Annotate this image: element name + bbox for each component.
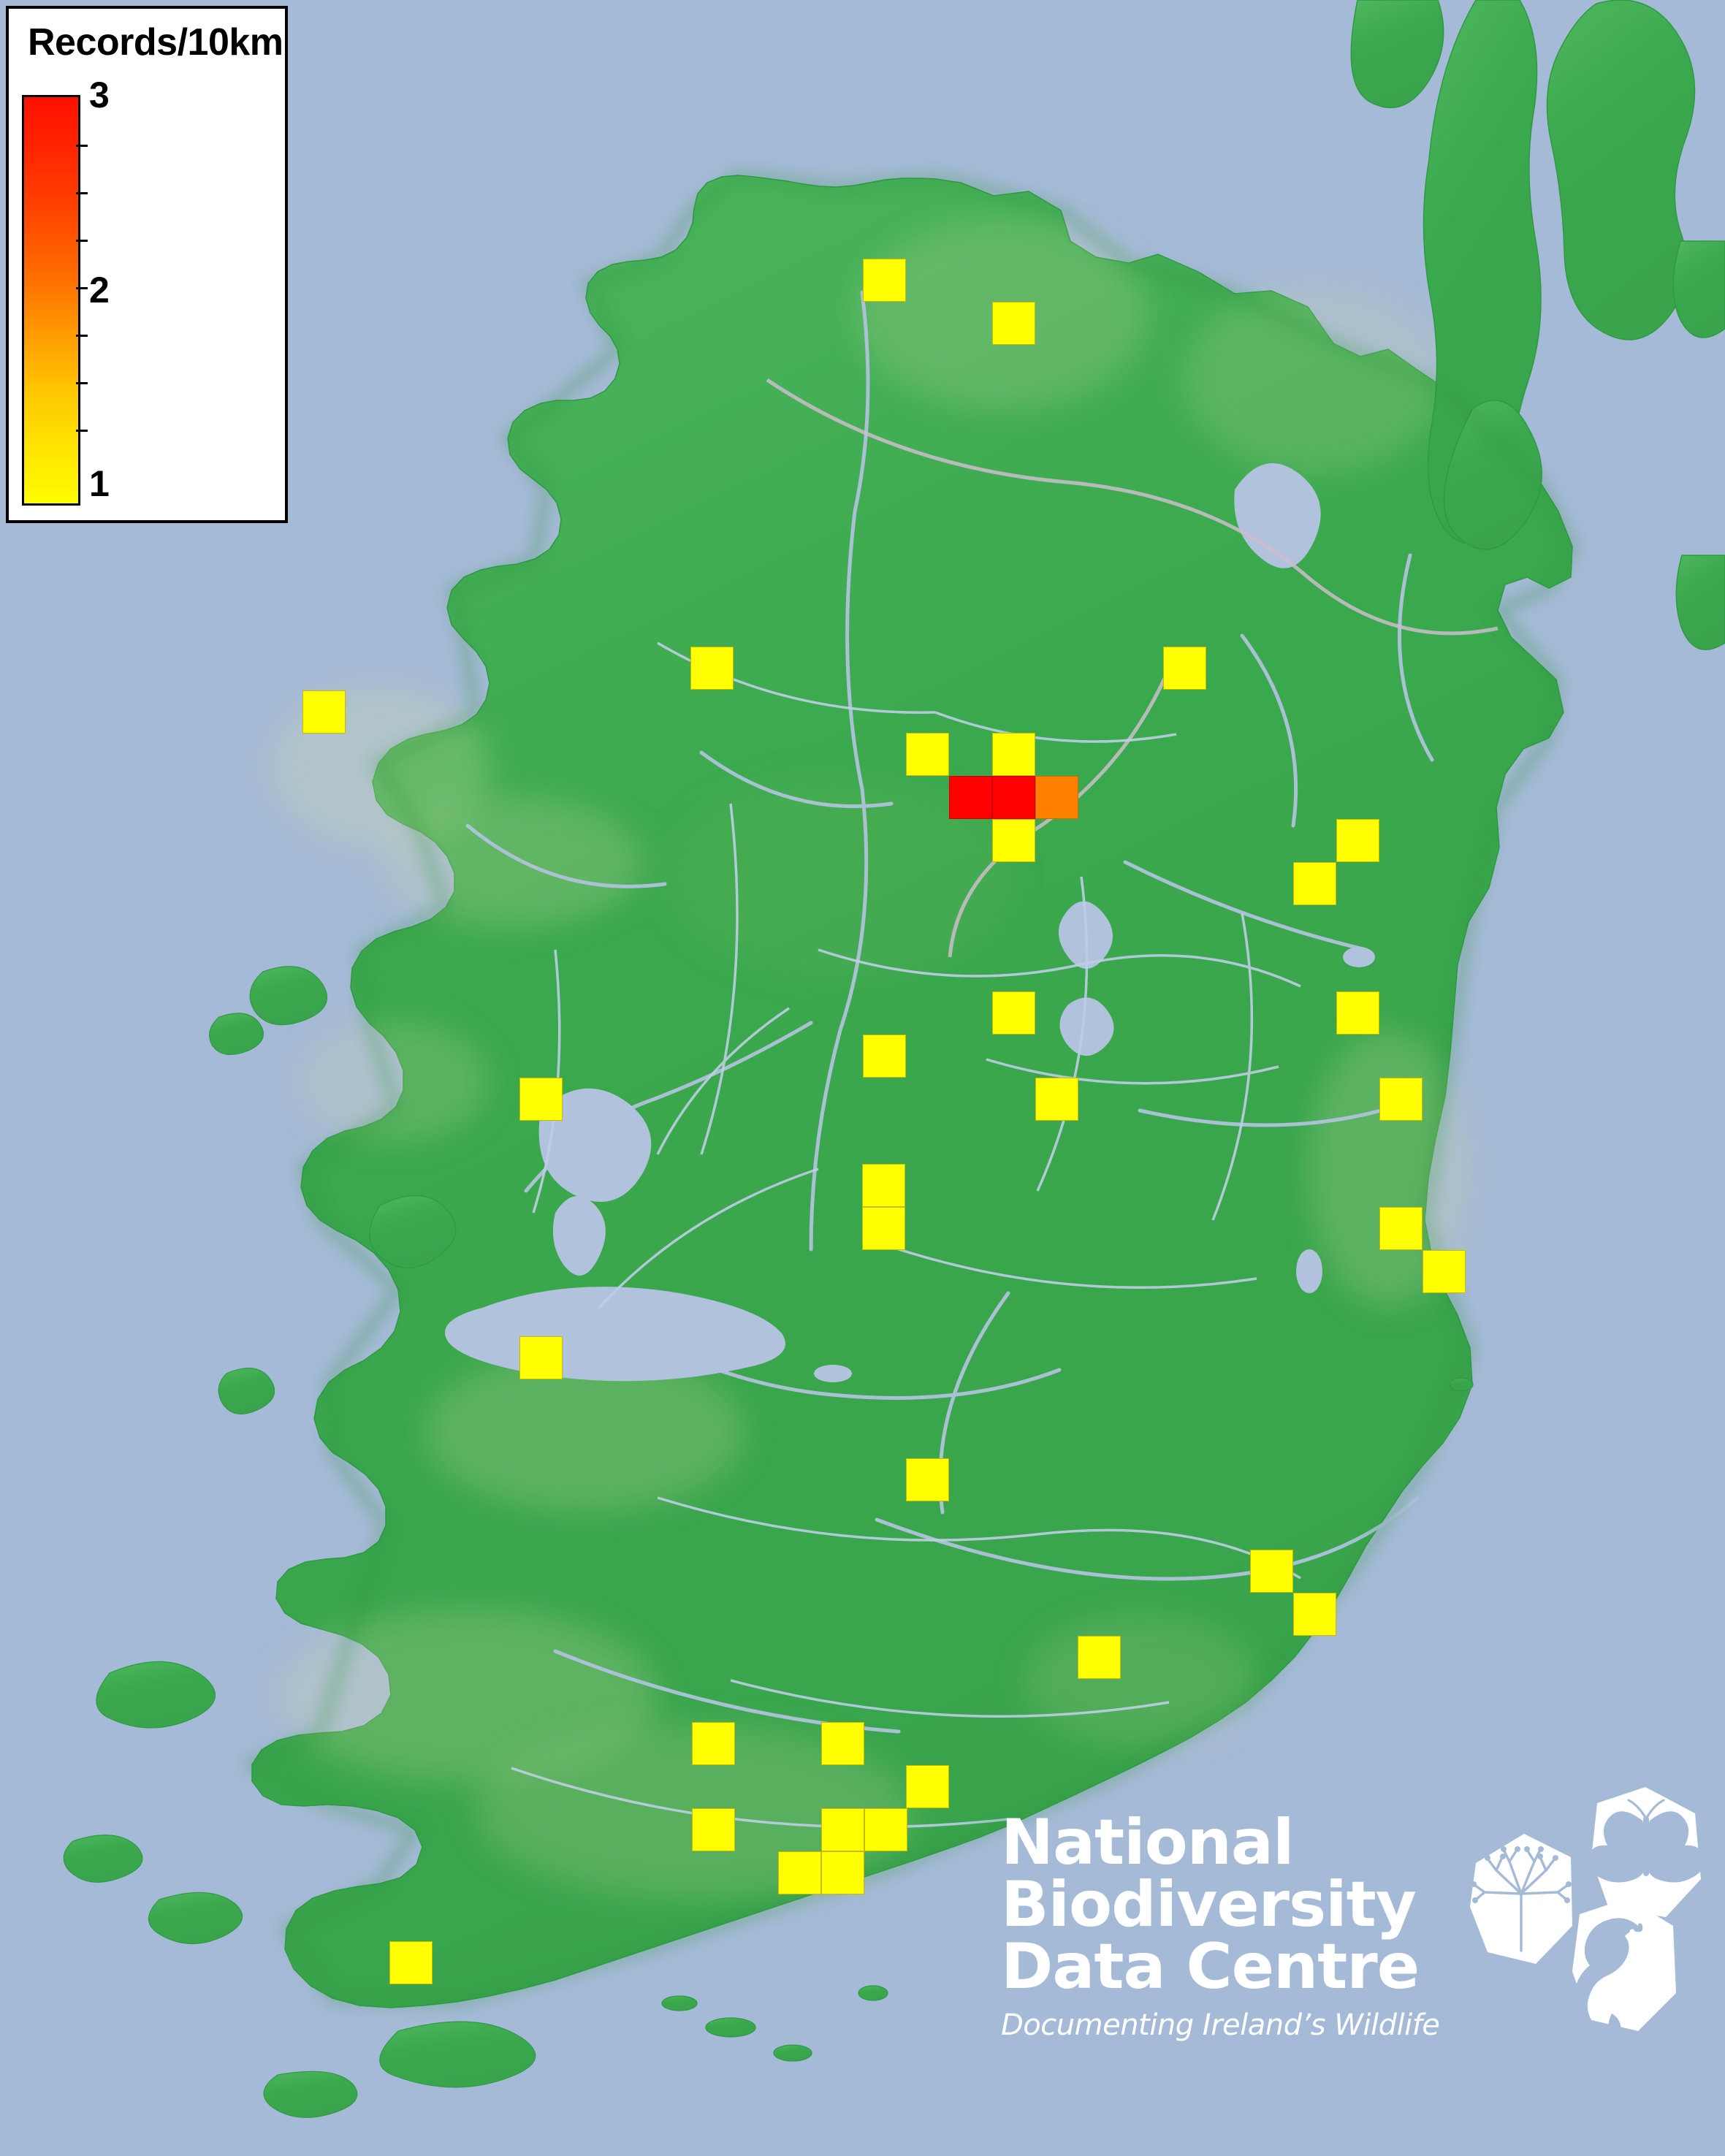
legend-tick-mark [76,240,88,242]
record-cell [992,733,1035,776]
record-cell [692,1808,735,1851]
legend-tick-mark [76,287,88,289]
record-cell [519,1078,563,1121]
legend-label-1: 1 [89,463,110,504]
record-cell [906,1458,949,1501]
record-cell [519,1336,563,1379]
administrative-borders [766,378,1499,958]
record-cell [692,1722,735,1765]
record-cell [992,776,1035,819]
record-cell [906,733,949,776]
legend-tick-mark [76,145,88,147]
legend-tick-mark [76,335,88,337]
record-cell [821,1722,864,1765]
legend-tick-mark [76,430,88,432]
record-cell [1336,819,1379,862]
county-borders [511,641,1301,1829]
legend-label-2: 2 [89,270,110,311]
legend-color-ramp [22,95,80,506]
record-cell [992,302,1035,345]
record-cell [863,1035,906,1078]
record-cell [863,259,906,302]
scotland-islands [1350,0,1725,650]
record-cell [1423,1250,1466,1293]
legend-title: Records/10km [28,21,283,64]
record-cell [862,1207,905,1250]
record-cell [1293,1593,1336,1636]
record-cell [389,1941,433,1984]
record-cell [864,1808,907,1851]
legend-tick-mark [76,382,88,384]
record-cell [778,1851,821,1894]
record-cell [302,690,346,734]
record-cell [1379,1078,1423,1121]
record-cell [1250,1550,1293,1593]
record-cell [992,991,1035,1035]
record-cell [1035,776,1078,819]
west-coast-islands [63,966,536,2118]
legend-label-3: 3 [89,75,110,115]
record-cell [821,1851,864,1894]
record-cell [1035,1078,1078,1121]
record-cell [862,1164,905,1207]
record-cell [1379,1207,1423,1250]
record-cell [1163,647,1206,690]
legend-panel: Records/10km 3 2 1 [6,6,288,523]
record-cell [992,819,1035,862]
record-cell [821,1808,864,1851]
record-cell [690,647,734,690]
ireland-landmass [251,175,1573,2008]
record-cell [1336,991,1379,1035]
record-cell [949,776,992,819]
record-cell [1078,1636,1121,1679]
record-cell [1293,862,1336,905]
legend-tick-mark [76,192,88,194]
record-cell [906,1765,949,1808]
